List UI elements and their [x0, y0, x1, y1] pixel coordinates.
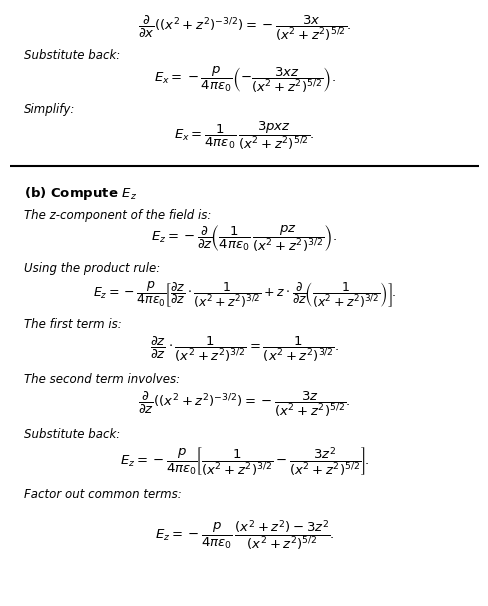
Text: Using the product rule:: Using the product rule:	[24, 262, 160, 275]
Text: $E_z = -\dfrac{p}{4\pi\epsilon_0}\!\left[\dfrac{1}{(x^2+z^2)^{3/2}} - \dfrac{3z^: $E_z = -\dfrac{p}{4\pi\epsilon_0}\!\left…	[120, 445, 368, 478]
Text: The first term is:: The first term is:	[24, 319, 122, 331]
Text: $E_z = -\dfrac{\partial}{\partial z}\!\left(\dfrac{1}{4\pi\epsilon_0}\,\dfrac{pz: $E_z = -\dfrac{\partial}{\partial z}\!\l…	[151, 224, 337, 254]
Text: $\dfrac{\partial}{\partial z}\left((x^2+z^2)^{-3/2}\right) = -\dfrac{3z}{(x^2+z^: $\dfrac{\partial}{\partial z}\left((x^2+…	[138, 389, 350, 419]
Text: $E_x = -\dfrac{p}{4\pi\epsilon_0}\left(-\dfrac{3xz}{(x^2+z^2)^{5/2}}\right).$: $E_x = -\dfrac{p}{4\pi\epsilon_0}\left(-…	[153, 65, 335, 96]
Text: $\dfrac{\partial}{\partial x}\left((x^2+z^2)^{-3/2}\right) = -\dfrac{3x}{(x^2+z^: $\dfrac{\partial}{\partial x}\left((x^2+…	[138, 14, 350, 43]
Text: $E_z = -\dfrac{p}{4\pi\epsilon_0}\,\dfrac{(x^2+z^2)-3z^2}{(x^2+z^2)^{5/2}}.$: $E_z = -\dfrac{p}{4\pi\epsilon_0}\,\dfra…	[154, 518, 334, 551]
Text: Substitute back:: Substitute back:	[24, 428, 120, 441]
Text: Substitute back:: Substitute back:	[24, 50, 120, 62]
Text: The second term involves:: The second term involves:	[24, 373, 180, 385]
Text: Simplify:: Simplify:	[24, 104, 75, 116]
Text: $\mathbf{(b)}$ Compute $E_z$: $\mathbf{(b)}$ Compute $E_z$	[24, 185, 137, 202]
Text: Factor out common terms:: Factor out common terms:	[24, 488, 181, 501]
Text: $\dfrac{\partial z}{\partial z}\cdot\dfrac{1}{(x^2+z^2)^{3/2}} = \dfrac{1}{(x^2+: $\dfrac{\partial z}{\partial z}\cdot\dfr…	[149, 335, 339, 364]
Text: The z-component of the field is:: The z-component of the field is:	[24, 208, 211, 222]
Text: $E_x = \dfrac{1}{4\pi\epsilon_0}\,\dfrac{3pxz}{(x^2+z^2)^{5/2}}.$: $E_x = \dfrac{1}{4\pi\epsilon_0}\,\dfrac…	[174, 119, 314, 152]
Text: $E_z = -\dfrac{p}{4\pi\epsilon_0}\!\left[\dfrac{\partial z}{\partial z}\cdot\dfr: $E_z = -\dfrac{p}{4\pi\epsilon_0}\!\left…	[93, 280, 395, 310]
